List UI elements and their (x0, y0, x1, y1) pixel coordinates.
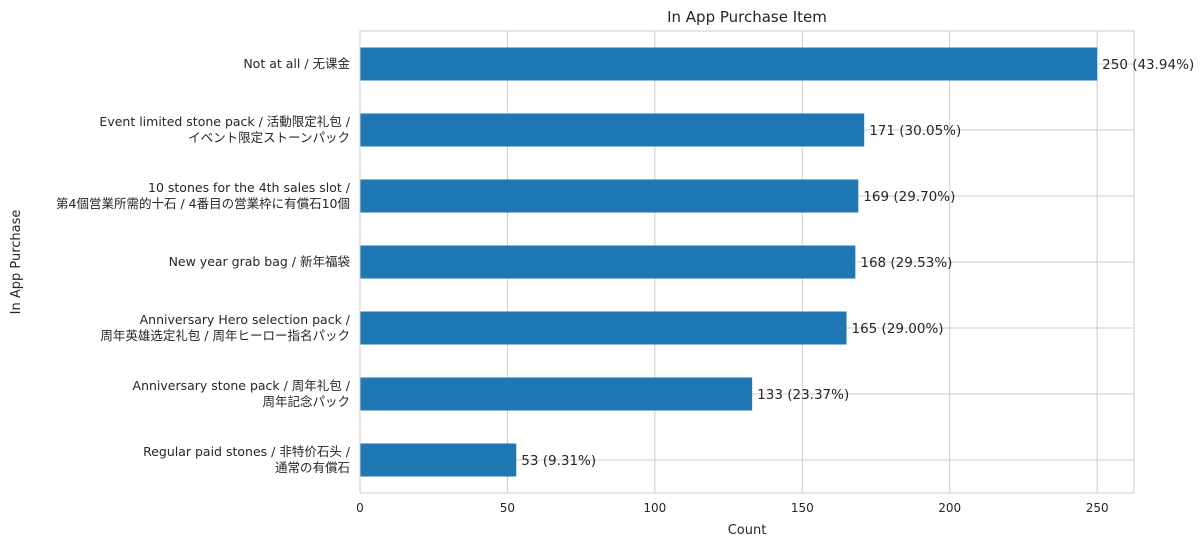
category-label: イベント限定ストーンパック (188, 130, 350, 145)
chart-title: In App Purchase Item (667, 8, 827, 26)
plot-frame (359, 30, 1135, 494)
category-label: 周年記念パック (262, 394, 350, 409)
category-label: 10 stones for the 4th sales slot / (148, 180, 351, 195)
data-label: 168 (29.53%) (860, 255, 952, 271)
x-tick-label: 250 (1086, 501, 1109, 515)
x-tick-label: 0 (356, 501, 364, 515)
bar (360, 443, 517, 477)
category-labels: Not at all / 无课金 Event limited stone pack… (56, 56, 351, 475)
category-label: Event limited stone pack / 活動限定礼包 / (99, 114, 350, 129)
data-label: 53 (9.31%) (521, 453, 596, 469)
category-label: Not at all / 无课金 (243, 56, 350, 71)
x-tick-label: 100 (643, 501, 666, 515)
category-label: New year grab bag / 新年福袋 (169, 254, 351, 269)
y-axis-label: In App Purchase (9, 210, 24, 315)
x-tick-label: 50 (500, 501, 515, 515)
bar (360, 245, 856, 279)
bar (360, 113, 865, 147)
x-ticks: 0 50 100 150 200 250 (356, 501, 1108, 515)
data-label: 133 (23.37%) (757, 387, 849, 403)
x-tick-label: 150 (791, 501, 814, 515)
bar (360, 311, 847, 345)
x-tick-label: 200 (938, 501, 961, 515)
data-labels: 250 (43.94%) 171 (30.05%) 169 (29.70%) 168 … (521, 57, 1194, 469)
bars (360, 47, 1098, 477)
category-label: 第4個営業所需的十石 / 4番目の営業枠に有償石10個 (56, 196, 350, 211)
bar (360, 377, 753, 411)
bar (360, 179, 859, 213)
x-axis-label: Count (728, 523, 767, 538)
category-label: Regular paid stones / 非特价石头 / (143, 444, 351, 459)
bar (360, 47, 1098, 81)
category-label: Anniversary Hero selection pack / (140, 312, 351, 327)
data-label: 250 (43.94%) (1102, 57, 1194, 73)
category-label: 周年英雄选定礼包 / 周年ヒーロー指名パック (100, 328, 350, 343)
category-label: Anniversary stone pack / 周年礼包 / (133, 378, 351, 393)
data-label: 171 (30.05%) (869, 123, 961, 139)
category-label: 通常の有償石 (275, 460, 350, 475)
data-label: 165 (29.00%) (852, 321, 944, 337)
data-label: 169 (29.70%) (863, 189, 955, 205)
